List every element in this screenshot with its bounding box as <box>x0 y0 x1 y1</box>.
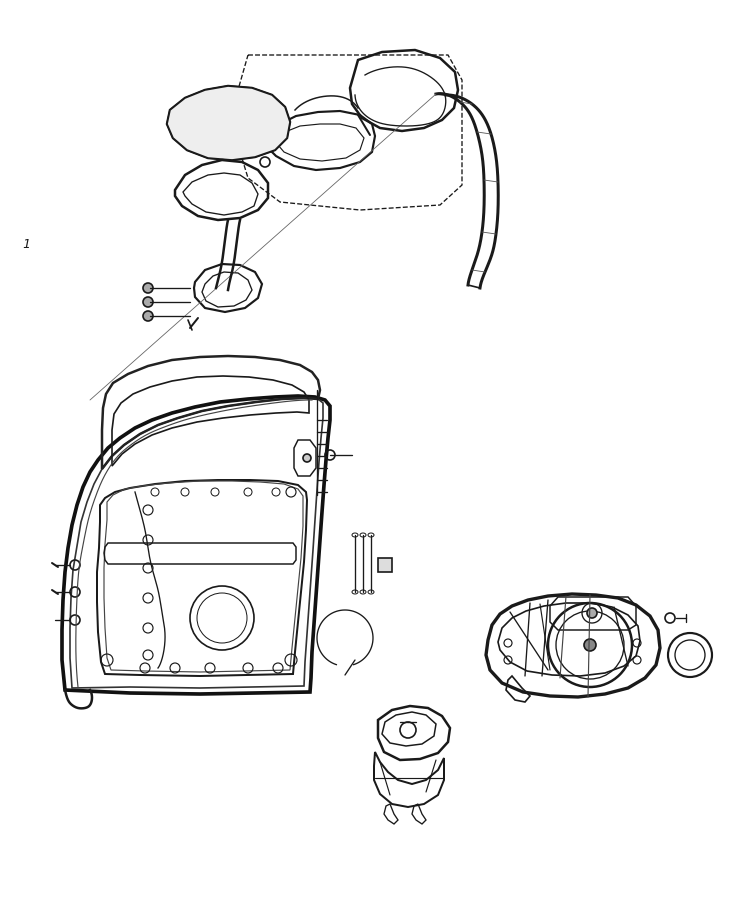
Circle shape <box>587 608 597 618</box>
Circle shape <box>303 454 311 462</box>
Circle shape <box>584 639 596 651</box>
Polygon shape <box>378 558 392 572</box>
Circle shape <box>143 297 153 307</box>
Polygon shape <box>167 86 290 160</box>
Text: 1: 1 <box>22 238 30 251</box>
Circle shape <box>143 311 153 321</box>
Circle shape <box>143 283 153 293</box>
